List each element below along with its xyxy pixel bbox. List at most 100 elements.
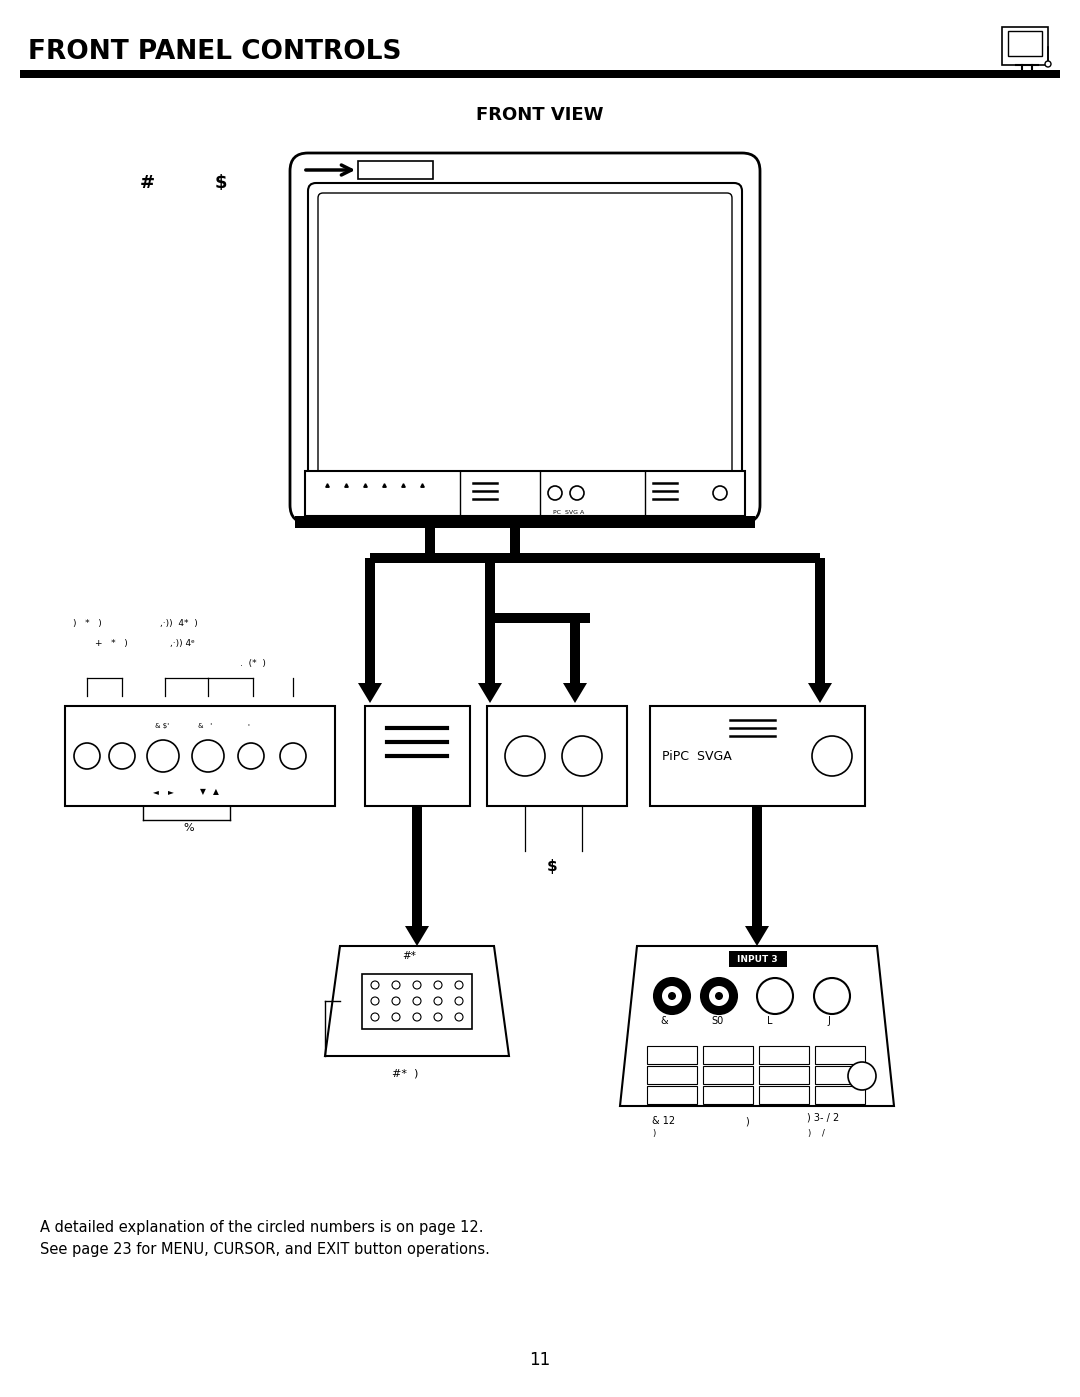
Text: FRONT PANEL CONTROLS: FRONT PANEL CONTROLS bbox=[28, 39, 402, 66]
Bar bbox=[570, 617, 580, 683]
Text: ►: ► bbox=[168, 788, 174, 796]
Circle shape bbox=[413, 997, 421, 1004]
Circle shape bbox=[392, 997, 400, 1004]
FancyBboxPatch shape bbox=[291, 154, 760, 522]
Circle shape bbox=[455, 981, 463, 989]
Text: & $': & $' bbox=[156, 724, 170, 729]
Text: ▼: ▼ bbox=[200, 788, 206, 796]
Text: PiPC  SVGA: PiPC SVGA bbox=[662, 750, 732, 763]
Text: +   *   ): + * ) bbox=[95, 638, 127, 648]
Text: ): ) bbox=[745, 1116, 748, 1126]
Text: .  (*  ): . (* ) bbox=[240, 659, 266, 668]
Circle shape bbox=[848, 1062, 876, 1090]
Circle shape bbox=[814, 978, 850, 1014]
Bar bbox=[65, 705, 335, 806]
Circle shape bbox=[372, 1013, 379, 1021]
Bar bbox=[362, 974, 472, 1030]
Circle shape bbox=[455, 1013, 463, 1021]
Bar bbox=[759, 1085, 809, 1104]
Bar bbox=[305, 471, 745, 515]
Circle shape bbox=[413, 981, 421, 989]
Bar bbox=[1002, 27, 1048, 66]
Text: #*  ): #* ) bbox=[392, 1069, 418, 1078]
Polygon shape bbox=[745, 926, 769, 946]
Bar bbox=[815, 1066, 865, 1084]
Text: ,·))  4*  ): ,·)) 4* ) bbox=[160, 619, 198, 629]
Circle shape bbox=[812, 736, 852, 775]
Bar bbox=[650, 705, 865, 806]
Text: ): ) bbox=[807, 1129, 810, 1139]
Bar bbox=[1008, 31, 1042, 56]
Bar bbox=[815, 1046, 865, 1065]
Text: FRONT VIEW: FRONT VIEW bbox=[476, 106, 604, 124]
Polygon shape bbox=[563, 683, 588, 703]
Bar bbox=[647, 1066, 697, 1084]
Text: ': ' bbox=[247, 724, 248, 729]
Text: ) 3- / 2: ) 3- / 2 bbox=[807, 1113, 839, 1123]
Text: /: / bbox=[822, 1129, 825, 1139]
Circle shape bbox=[192, 740, 224, 773]
Bar bbox=[370, 553, 820, 563]
Bar bbox=[487, 705, 627, 806]
Text: ,·)) 4ᵉ: ,·)) 4ᵉ bbox=[170, 638, 194, 648]
Text: & 12: & 12 bbox=[652, 1116, 675, 1126]
Text: PC  SVG A: PC SVG A bbox=[553, 510, 584, 515]
Polygon shape bbox=[405, 926, 429, 946]
Bar bbox=[510, 528, 519, 557]
Circle shape bbox=[413, 1013, 421, 1021]
Text: ▲: ▲ bbox=[213, 788, 219, 796]
Bar bbox=[647, 1046, 697, 1065]
Circle shape bbox=[147, 740, 179, 773]
Circle shape bbox=[505, 736, 545, 775]
Bar bbox=[703, 1046, 753, 1065]
FancyBboxPatch shape bbox=[308, 183, 742, 488]
Circle shape bbox=[238, 743, 264, 768]
Circle shape bbox=[713, 486, 727, 500]
Bar bbox=[490, 613, 590, 623]
Circle shape bbox=[1045, 61, 1051, 67]
Bar bbox=[426, 528, 435, 557]
Circle shape bbox=[548, 486, 562, 500]
Bar bbox=[365, 705, 470, 806]
Circle shape bbox=[372, 981, 379, 989]
Bar bbox=[357, 161, 433, 179]
Text: ◄: ◄ bbox=[153, 788, 159, 796]
Circle shape bbox=[654, 978, 690, 1014]
Bar bbox=[759, 1046, 809, 1065]
Bar bbox=[703, 1066, 753, 1084]
Circle shape bbox=[708, 986, 729, 1006]
Polygon shape bbox=[478, 683, 502, 703]
Bar bbox=[815, 557, 825, 683]
Circle shape bbox=[392, 981, 400, 989]
Text: A detailed explanation of the circled numbers is on page 12.: A detailed explanation of the circled nu… bbox=[40, 1220, 484, 1235]
Bar bbox=[815, 1085, 865, 1104]
Text: #*: #* bbox=[402, 951, 416, 961]
Circle shape bbox=[434, 981, 442, 989]
Circle shape bbox=[662, 986, 681, 1006]
Bar bbox=[485, 617, 495, 683]
Polygon shape bbox=[357, 683, 382, 703]
Circle shape bbox=[570, 486, 584, 500]
Text: See page 23 for MENU, CURSOR, and EXIT button operations.: See page 23 for MENU, CURSOR, and EXIT b… bbox=[40, 1242, 490, 1257]
Bar bbox=[365, 557, 375, 683]
Bar bbox=[485, 557, 495, 617]
Circle shape bbox=[109, 743, 135, 768]
Text: ): ) bbox=[652, 1129, 656, 1139]
Circle shape bbox=[75, 743, 100, 768]
Text: 11: 11 bbox=[529, 1351, 551, 1369]
Circle shape bbox=[669, 992, 676, 1000]
Circle shape bbox=[280, 743, 306, 768]
Text: J: J bbox=[827, 1016, 829, 1025]
Circle shape bbox=[372, 997, 379, 1004]
Text: &: & bbox=[660, 1016, 667, 1025]
Text: L: L bbox=[767, 1016, 772, 1025]
Bar bbox=[411, 806, 422, 926]
Circle shape bbox=[392, 1013, 400, 1021]
Polygon shape bbox=[808, 683, 832, 703]
Bar bbox=[752, 806, 762, 926]
Text: S0: S0 bbox=[711, 1016, 724, 1025]
Circle shape bbox=[434, 1013, 442, 1021]
Text: $: $ bbox=[546, 859, 557, 873]
FancyBboxPatch shape bbox=[318, 193, 732, 481]
Text: )   *   ): ) * ) bbox=[73, 619, 102, 629]
